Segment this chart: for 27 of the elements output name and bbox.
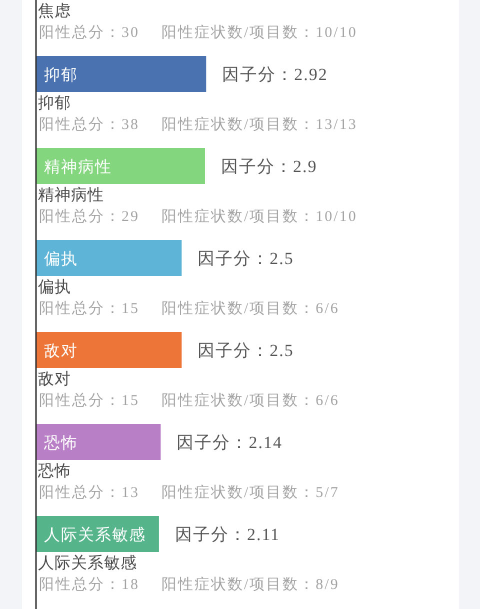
annotation: 阳性症状数/项目数：6/6	[162, 300, 340, 317]
data-label: 因子分：2.14	[176, 433, 282, 452]
data-label: 因子分：2.11	[174, 525, 280, 544]
data-label: 因子分：2.9	[220, 157, 318, 176]
annotation: 阳性总分：29	[39, 208, 140, 225]
annotation: 阳性总分：38	[39, 116, 140, 133]
y-tick-label: 敌对	[38, 370, 71, 388]
annotation: 阳性症状数/项目数：5/7	[162, 484, 340, 501]
data-label: 因子分：2.5	[198, 341, 294, 360]
y-tick-label: 焦虑	[38, 2, 71, 20]
annotation: 阳性总分：30	[39, 24, 140, 41]
annotation: 阳性症状数/项目数：13/13	[162, 116, 358, 133]
y-tick-label: 人际关系敏感	[38, 554, 137, 572]
y-tick-label: 精神病性	[38, 186, 104, 204]
annotation: 阳性症状数/项目数：10/10	[162, 208, 358, 225]
data-label: 因子分：2.92	[222, 65, 328, 84]
annotation: 阳性总分：13	[39, 484, 140, 501]
annotation: 阳性总分：18	[39, 576, 140, 593]
data-label: 因子分：2.5	[198, 249, 294, 268]
annotation: 阳性总分：15	[39, 392, 140, 409]
annotation: 阳性总分：15	[39, 300, 140, 317]
annotation: 阳性症状数/项目数：8/9	[162, 576, 340, 593]
annotation: 阳性症状数/项目数：6/6	[162, 392, 340, 409]
y-tick-label: 偏执	[38, 278, 71, 296]
annotation: 阳性症状数/项目数：10/10	[162, 24, 358, 41]
y-tick-label: 抑郁	[38, 95, 71, 112]
y-tick-label: 恐怖	[37, 463, 71, 480]
